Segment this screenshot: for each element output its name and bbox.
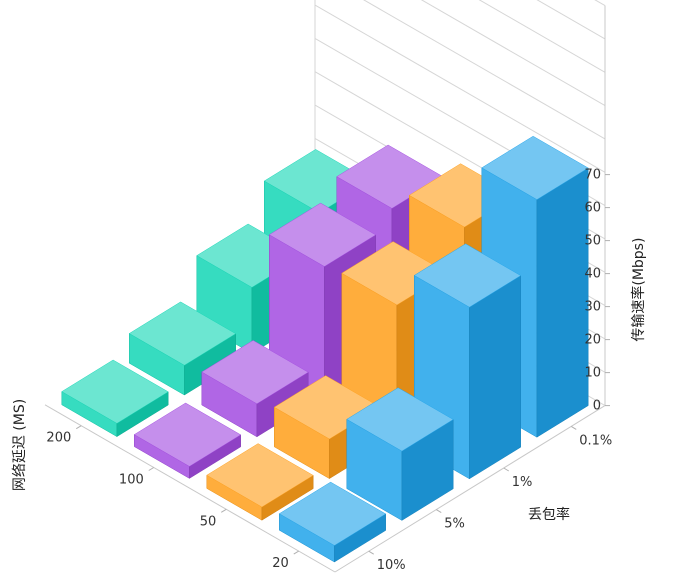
x-tick-label: 50 xyxy=(200,514,217,529)
bar-face-right xyxy=(469,275,521,480)
wall-gridline xyxy=(363,0,606,140)
z-tick-label: 0 xyxy=(593,399,601,414)
wall-gridline xyxy=(536,0,606,40)
x-tick-label: 100 xyxy=(119,473,144,488)
labels-group: 传输速率(Mbps) 网络延迟 (MS) 丢包率 0 10 20 30 40 50 60 70… xyxy=(12,168,647,574)
z-tick-label: 30 xyxy=(584,300,601,315)
bar-face-top xyxy=(201,340,309,405)
z-tick-label: 70 xyxy=(584,168,601,183)
y-tick-label: 0.1% xyxy=(579,433,612,448)
bar-20-10% xyxy=(278,481,387,563)
bar-200-10% xyxy=(61,359,169,438)
z-tick-label: 50 xyxy=(584,234,601,249)
x-tick-mark xyxy=(148,467,155,471)
y-tick-label: 5% xyxy=(444,517,465,532)
y-tick-mark xyxy=(570,425,577,430)
y-tick-mark xyxy=(503,467,510,472)
bar-face-top xyxy=(128,301,237,366)
wall-gridline xyxy=(594,0,606,7)
z-tick-label: 10 xyxy=(584,366,601,381)
floor-edge-loss xyxy=(334,405,606,573)
y-tick-label: 10% xyxy=(377,558,406,573)
bar-face-top xyxy=(278,481,387,546)
wall-gridline xyxy=(314,4,606,173)
bar-face-top xyxy=(133,402,242,467)
bar-200-5% xyxy=(128,301,237,396)
bar-100-10% xyxy=(133,402,242,479)
y-axis-title: 丢包率 xyxy=(528,506,570,523)
bar-20-5% xyxy=(346,387,454,521)
z-axis-title: 传输速率(Mbps) xyxy=(630,238,647,342)
wall-gridline xyxy=(478,0,606,73)
bar-50-10% xyxy=(206,443,314,521)
bar-face-top xyxy=(413,243,522,308)
y-tick-mark xyxy=(368,550,375,555)
x-axis-title: 网络延迟 (MS) xyxy=(12,399,28,491)
x-tick-label: 200 xyxy=(46,431,71,446)
x-tick-mark xyxy=(75,425,82,430)
z-tick-label: 40 xyxy=(584,267,601,282)
z-tick-label: 60 xyxy=(584,201,601,216)
x-tick-mark xyxy=(293,550,300,555)
bar-face-top xyxy=(346,387,454,452)
floor-edge-latency xyxy=(44,404,336,573)
bar-face-top xyxy=(481,135,589,200)
x-tick-mark xyxy=(220,508,227,513)
z-tick-label: 20 xyxy=(584,333,601,348)
y-tick-label: 1% xyxy=(512,475,533,490)
bar-face-top xyxy=(268,202,377,267)
bar-face-top xyxy=(206,443,314,508)
bars-group xyxy=(61,135,589,563)
wall-gridline xyxy=(420,0,606,107)
y-tick-mark xyxy=(435,509,442,514)
x-tick-label: 20 xyxy=(272,556,289,571)
bar-face-right xyxy=(536,167,589,438)
bar-face-top xyxy=(61,359,169,424)
